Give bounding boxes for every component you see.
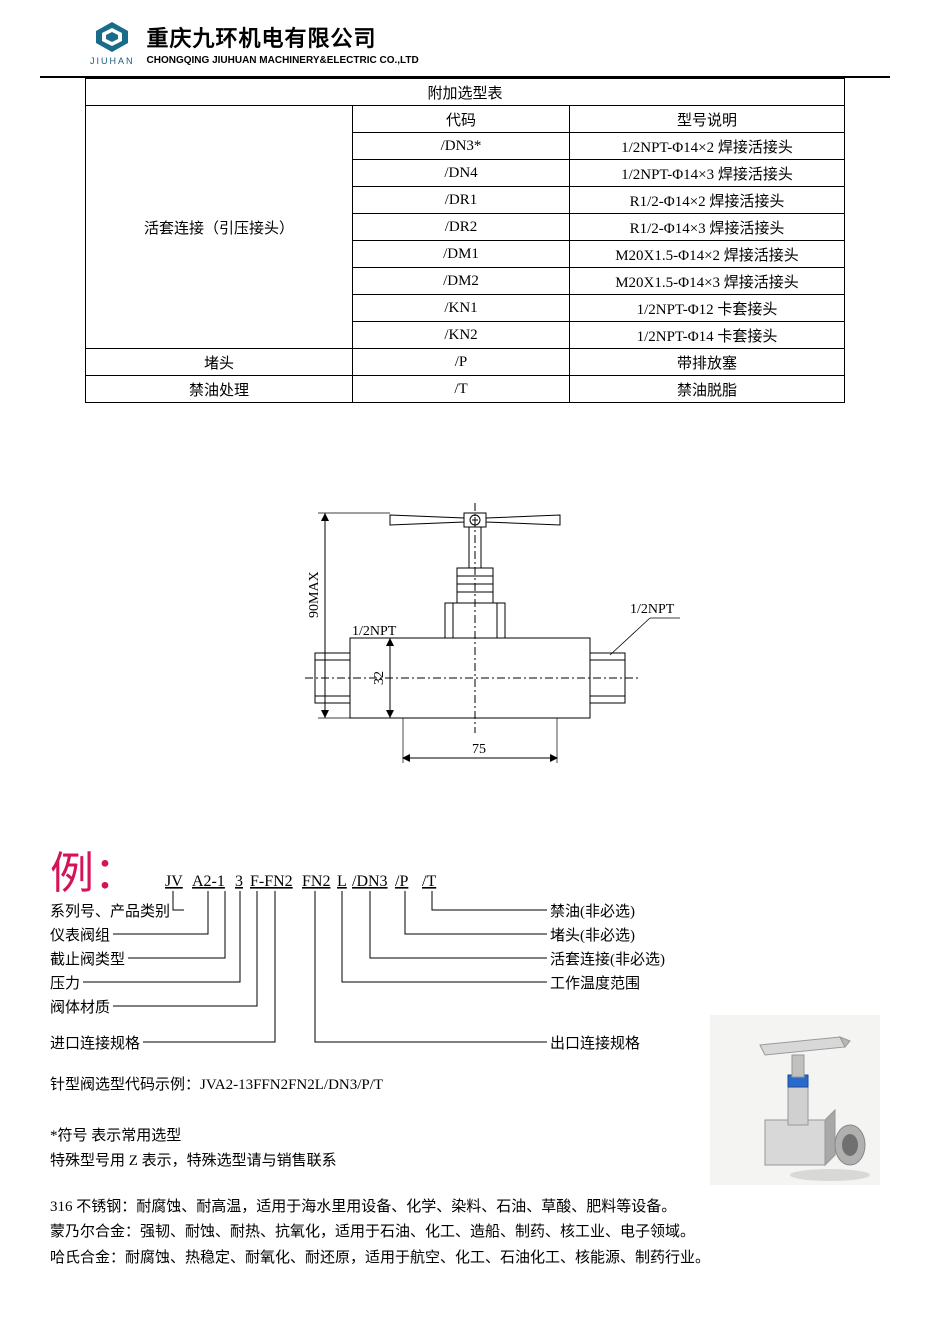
cell-code: /DN4: [353, 160, 570, 187]
material-monel: 蒙乃尔合金：强韧、耐蚀、耐热、抗氧化，适用于石油、化工、造船、制药、核工业、电子…: [50, 1220, 880, 1246]
cell-desc: 1/2NPT-Φ14 卡套接头: [570, 322, 845, 349]
left-desc-3: 压力: [50, 975, 80, 992]
page-header: JIUHAN 重庆九环机电有限公司 CHONGQING JIUHUAN MACH…: [40, 0, 890, 78]
row-oil-label: 禁油处理: [86, 376, 353, 403]
left-desc-0: 系列号、产品类别: [50, 903, 170, 920]
right-desc-3: 工作温度范围: [550, 975, 640, 992]
dim-90max: 90MAX: [307, 571, 322, 618]
row-oil-code: /T: [353, 376, 570, 403]
logo-text: JIUHAN: [90, 56, 135, 66]
cell-code: /DN3*: [353, 133, 570, 160]
code-dn3: /DN3: [352, 873, 388, 890]
cell-code: /DR1: [353, 187, 570, 214]
company-block: 重庆九环机电有限公司 CHONGQING JIUHUAN MACHINERY&E…: [147, 21, 419, 66]
cell-code: /DR2: [353, 214, 570, 241]
cell-code: /DM1: [353, 241, 570, 268]
left-desc-1: 仪表阀组: [50, 927, 110, 944]
materials-block: 316 不锈钢：耐腐蚀、耐高温，适用于海水里用设备、化学、染料、石油、草酸、肥料…: [40, 1195, 890, 1272]
cell-desc: 1/2NPT-Φ14×2 焊接活接头: [570, 133, 845, 160]
code-fn2: FN2: [302, 873, 330, 890]
cell-code: /KN2: [353, 322, 570, 349]
table-caption: 附加选型表: [86, 79, 845, 106]
col-desc-header: 型号说明: [570, 106, 845, 133]
cell-code: /KN1: [353, 295, 570, 322]
code-a21: A2-1: [192, 873, 225, 890]
logo-icon: [93, 20, 131, 54]
row-plug-desc: 带排放塞: [570, 349, 845, 376]
right-desc-4: 出口连接规格: [550, 1035, 640, 1052]
left-desc-4: 阀体材质: [50, 999, 110, 1016]
cell-code: /DM2: [353, 268, 570, 295]
example-label: 例：: [50, 849, 138, 898]
code-l: L: [337, 873, 347, 890]
selection-table: 附加选型表 活套连接（引压接头） 代码 型号说明 /DN3*1/2NPT-Φ14…: [85, 78, 845, 403]
right-desc-1: 堵头(非必选): [550, 927, 635, 944]
right-port-label: 1/2NPT: [630, 602, 675, 617]
material-hastelloy: 哈氏合金：耐腐蚀、热稳定、耐氧化、耐还原，适用于航空、化工、石油化工、核能源、制…: [50, 1246, 880, 1272]
valve-diagram: 90MAX 1/2NPT 1/2NPT 32 75: [40, 463, 890, 788]
code-3: 3: [235, 873, 243, 890]
code-p: /P: [395, 873, 408, 890]
dim-75: 75: [472, 742, 486, 757]
row-plug-label: 堵头: [86, 349, 353, 376]
right-desc-2: 活套连接(非必选): [550, 951, 665, 968]
col-code-header: 代码: [353, 106, 570, 133]
code-ffn2: F-FN2: [250, 873, 293, 890]
material-316: 316 不锈钢：耐腐蚀、耐高温，适用于海水里用设备、化学、染料、石油、草酸、肥料…: [50, 1195, 880, 1221]
cell-desc: M20X1.5-Φ14×2 焊接活接头: [570, 241, 845, 268]
left-desc-5: 进口连接规格: [50, 1035, 140, 1052]
product-photo: [710, 1015, 880, 1185]
code-t: /T: [422, 873, 436, 890]
company-name-cn: 重庆九环机电有限公司: [147, 21, 419, 53]
row-oil-desc: 禁油脱脂: [570, 376, 845, 403]
cell-desc: 1/2NPT-Φ12 卡套接头: [570, 295, 845, 322]
logo: JIUHAN: [90, 20, 135, 66]
group-label: 活套连接（引压接头）: [86, 106, 353, 349]
dim-32: 32: [372, 671, 387, 685]
cell-desc: 1/2NPT-Φ14×3 焊接活接头: [570, 160, 845, 187]
left-port-label: 1/2NPT: [352, 624, 397, 639]
cell-desc: R1/2-Φ14×2 焊接活接头: [570, 187, 845, 214]
cell-desc: M20X1.5-Φ14×3 焊接活接头: [570, 268, 845, 295]
row-plug-code: /P: [353, 349, 570, 376]
company-name-en: CHONGQING JIUHUAN MACHINERY&ELECTRIC CO.…: [147, 55, 419, 66]
left-desc-2: 截止阀类型: [50, 951, 125, 968]
code-jv: JV: [165, 873, 183, 890]
cell-desc: R1/2-Φ14×3 焊接活接头: [570, 214, 845, 241]
right-desc-0: 禁油(非必选): [550, 903, 635, 920]
